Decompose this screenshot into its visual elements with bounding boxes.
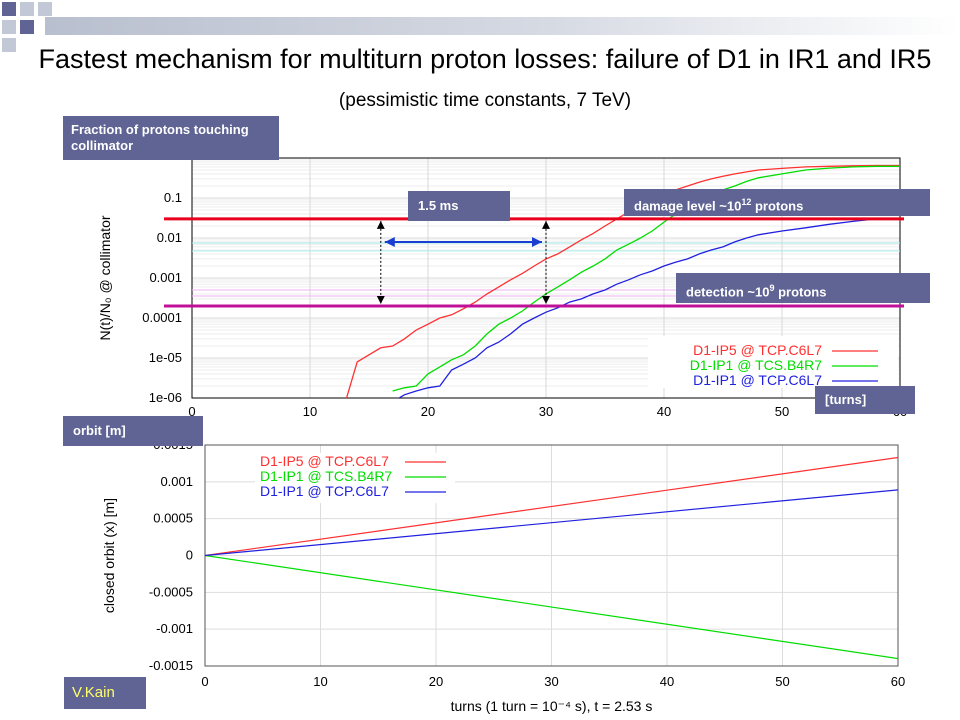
x-tick-label: 50 <box>775 404 789 419</box>
y-tick-label: 0.001 <box>160 474 193 489</box>
legend-label: D1-IP1 @ TCP.C6L7 <box>260 483 389 499</box>
y-tick-label: 0.0005 <box>153 511 193 526</box>
x-tick-label: 10 <box>313 674 327 689</box>
corner-square-4 <box>2 20 16 34</box>
x-tick-label: 40 <box>660 674 674 689</box>
x-tick-label: 50 <box>775 674 789 689</box>
slide-title: Fastest mechanism for multiturn proton l… <box>20 40 950 120</box>
y-tick-label: 0.001 <box>149 270 182 285</box>
y-axis-label: N(t)/N₀ @ collimator <box>97 215 113 340</box>
fraction-label: Fraction of protons touching collimator <box>71 122 249 153</box>
y-tick-label: 1e-06 <box>149 390 182 405</box>
orbit-label: orbit [m] <box>73 423 126 438</box>
title-subtitle: (pessimistic time constants, 7 TeV) <box>338 90 632 111</box>
series-line <box>204 489 899 557</box>
arrowhead <box>532 237 542 247</box>
orbit-chart: -0.0015-0.001-0.000500.00050.0010.001501… <box>101 437 905 714</box>
detection-exponent: 9 <box>769 283 775 293</box>
y-tick-label: 0 <box>186 548 193 563</box>
arrowhead <box>542 295 550 304</box>
y-tick-label: 0.01 <box>157 230 182 245</box>
y-tick-label: -0.0015 <box>149 658 193 673</box>
series-line <box>204 554 899 660</box>
series-line <box>345 164 900 398</box>
losses-chart: 1e-061e-050.00010.0010.010.1010203040506… <box>97 157 907 419</box>
x-tick-label: 20 <box>429 674 443 689</box>
legend-background <box>255 453 455 503</box>
interval-box: 1.5 ms <box>408 191 510 221</box>
author-label: V.Kain <box>72 684 115 701</box>
orbit-box: orbit [m] <box>63 416 203 446</box>
x-tick-label: 0 <box>188 404 195 419</box>
corner-square-1 <box>2 2 16 16</box>
legend-label: D1-IP1 @ TCS.B4R7 <box>690 357 822 373</box>
detection-prefix: detection ~10 <box>686 284 770 300</box>
x-tick-label: 10 <box>303 404 317 419</box>
damage-exponent: 12 <box>741 197 752 207</box>
corner-square-5 <box>20 20 34 34</box>
legend-label: D1-IP1 @ TCS.B4R7 <box>260 468 392 484</box>
interval-label: 1.5 ms <box>418 198 459 213</box>
x-tick-label: 20 <box>421 404 435 419</box>
damage-prefix: damage level ~10 <box>634 198 742 214</box>
fraction-label-box: Fraction of protons touching collimator <box>63 116 279 160</box>
y-tick-label: 0.1 <box>164 190 182 205</box>
title-main: Fastest mechanism for multiturn proton l… <box>38 44 932 74</box>
legend-label: D1-IP5 @ TCP.C6L7 <box>693 342 822 358</box>
legend-label: D1-IP5 @ TCP.C6L7 <box>260 453 389 469</box>
y-tick-label: 1e-05 <box>149 350 182 365</box>
x-tick-label: 40 <box>657 404 671 419</box>
y-tick-label: -0.0005 <box>149 584 193 599</box>
series-line <box>397 218 900 398</box>
corner-square-3 <box>38 2 52 16</box>
author-box: V.Kain <box>64 677 146 709</box>
x-tick-label: 30 <box>544 674 558 689</box>
x-tick-label: 0 <box>201 674 208 689</box>
y-tick-label: -0.001 <box>156 621 193 636</box>
corner-square-6 <box>2 38 16 52</box>
turns-label: [turns] <box>825 392 867 407</box>
y-axis-label: closed orbit (x) [m] <box>101 498 117 613</box>
legend-label: D1-IP1 @ TCP.C6L7 <box>693 372 822 388</box>
detection-suffix: protons <box>774 284 827 300</box>
arrowhead <box>542 220 550 229</box>
x-axis-label: turns (1 turn = 10⁻⁴ s), t = 2.53 s <box>451 698 653 714</box>
corner-square-2 <box>20 2 34 16</box>
series-line <box>204 456 899 557</box>
arrowhead <box>376 295 385 304</box>
title-decoration-bar <box>45 17 960 35</box>
y-tick-label: 0.0001 <box>142 310 182 325</box>
x-tick-label: 30 <box>539 404 553 419</box>
damage-suffix: protons <box>751 198 804 214</box>
detection-box: detection ~109 protons <box>676 273 930 303</box>
x-tick-label: 60 <box>891 674 905 689</box>
arrowhead <box>384 237 395 247</box>
arrowhead <box>376 220 385 229</box>
legend-background <box>648 336 898 388</box>
damage-level-box: damage level ~1012 protons <box>624 189 930 216</box>
turns-box: [turns] <box>815 386 915 414</box>
series-line <box>392 165 900 392</box>
